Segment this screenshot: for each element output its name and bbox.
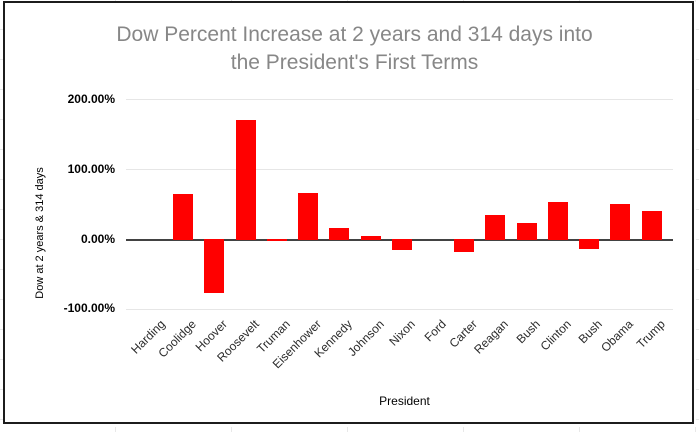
bar-trump bbox=[641, 211, 662, 241]
bar-hoover bbox=[204, 238, 225, 293]
gridline--100 bbox=[126, 308, 673, 310]
bar-kennedy bbox=[329, 228, 350, 241]
x-axis-title: President bbox=[379, 394, 430, 408]
chart-title: Dow Percent Increase at 2 years and 314 … bbox=[74, 21, 635, 77]
gridline-100 bbox=[126, 169, 673, 171]
bar-bush bbox=[579, 238, 600, 249]
y-tick-label: 200.00% bbox=[67, 91, 115, 106]
y-tick-label: 100.00% bbox=[67, 161, 115, 176]
chart-title-line1: Dow Percent Increase at 2 years and 314 … bbox=[116, 23, 593, 46]
bar-bush bbox=[516, 223, 537, 241]
bar-nixon bbox=[391, 238, 412, 250]
bar-coolidge bbox=[173, 194, 194, 241]
bar-eisenhower bbox=[298, 193, 319, 241]
bar-roosevelt bbox=[235, 119, 256, 241]
y-tick-label: 0.00% bbox=[80, 231, 115, 246]
bar-obama bbox=[610, 204, 631, 241]
chart-title-line2: the President's First Terms bbox=[230, 51, 479, 74]
spreadsheet-gridline-fragments-bottom bbox=[0, 427, 699, 432]
bar-carter bbox=[454, 238, 475, 252]
chart-frame[interactable]: Dow Percent Increase at 2 years and 314 … bbox=[3, 1, 694, 424]
y-tick-label: -100.00% bbox=[63, 301, 115, 316]
bar-clinton bbox=[547, 202, 568, 241]
bar-truman bbox=[266, 238, 287, 242]
gridline-200 bbox=[126, 99, 673, 101]
bar-reagan bbox=[485, 215, 506, 241]
bar-johnson bbox=[360, 236, 381, 241]
